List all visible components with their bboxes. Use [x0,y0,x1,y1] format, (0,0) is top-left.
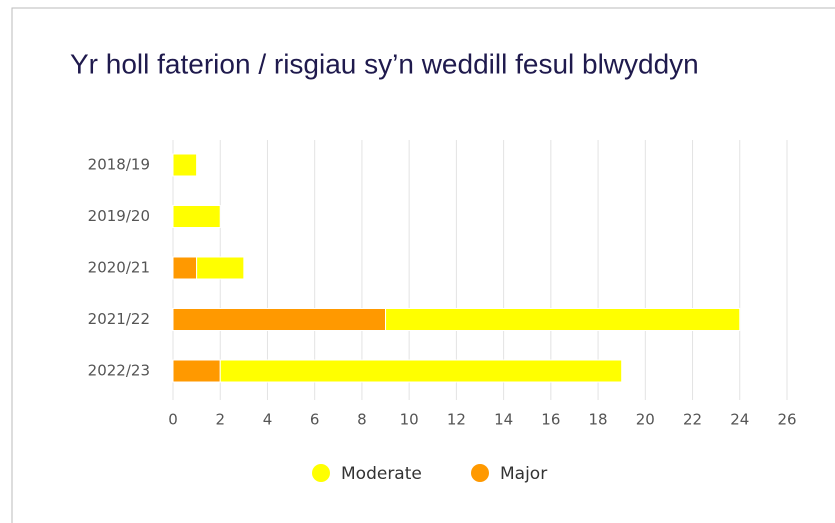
chart-title: Yr holl faterion / risgiau sy’n weddill … [70,48,699,79]
x-tick-label: 14 [494,411,513,429]
y-tick-label: 2022/23 [88,362,150,380]
bar [385,308,741,331]
bar [172,205,221,228]
legend-marker [471,464,489,482]
bar [172,308,387,331]
x-tick-label: 4 [263,411,273,429]
bar [172,359,221,383]
x-tick-label: 0 [168,411,178,429]
x-tick-label: 12 [447,411,466,429]
x-tick-label: 8 [357,411,367,429]
x-tick-label: 18 [589,411,608,429]
x-tick-label: 16 [541,411,560,429]
x-tick-label: 26 [777,411,796,429]
panel-border [11,7,835,523]
y-tick-label: 2021/22 [88,310,150,328]
legend-label: Major [500,464,547,484]
x-tick-label: 6 [310,411,320,429]
bar [172,256,198,280]
y-tick-label: 2019/20 [88,207,150,225]
x-tick-label: 20 [636,411,655,429]
x-tick-label: 22 [683,411,702,429]
legend-label: Moderate [341,464,422,484]
y-tick-label: 2020/21 [88,259,150,277]
bar [219,359,623,383]
bar [172,153,198,177]
x-tick-label: 10 [400,411,419,429]
x-tick-label: 24 [730,411,749,429]
bar [196,256,245,280]
x-tick-label: 2 [215,411,225,429]
y-tick-label: 2018/19 [88,156,150,174]
legend-marker [312,464,330,482]
